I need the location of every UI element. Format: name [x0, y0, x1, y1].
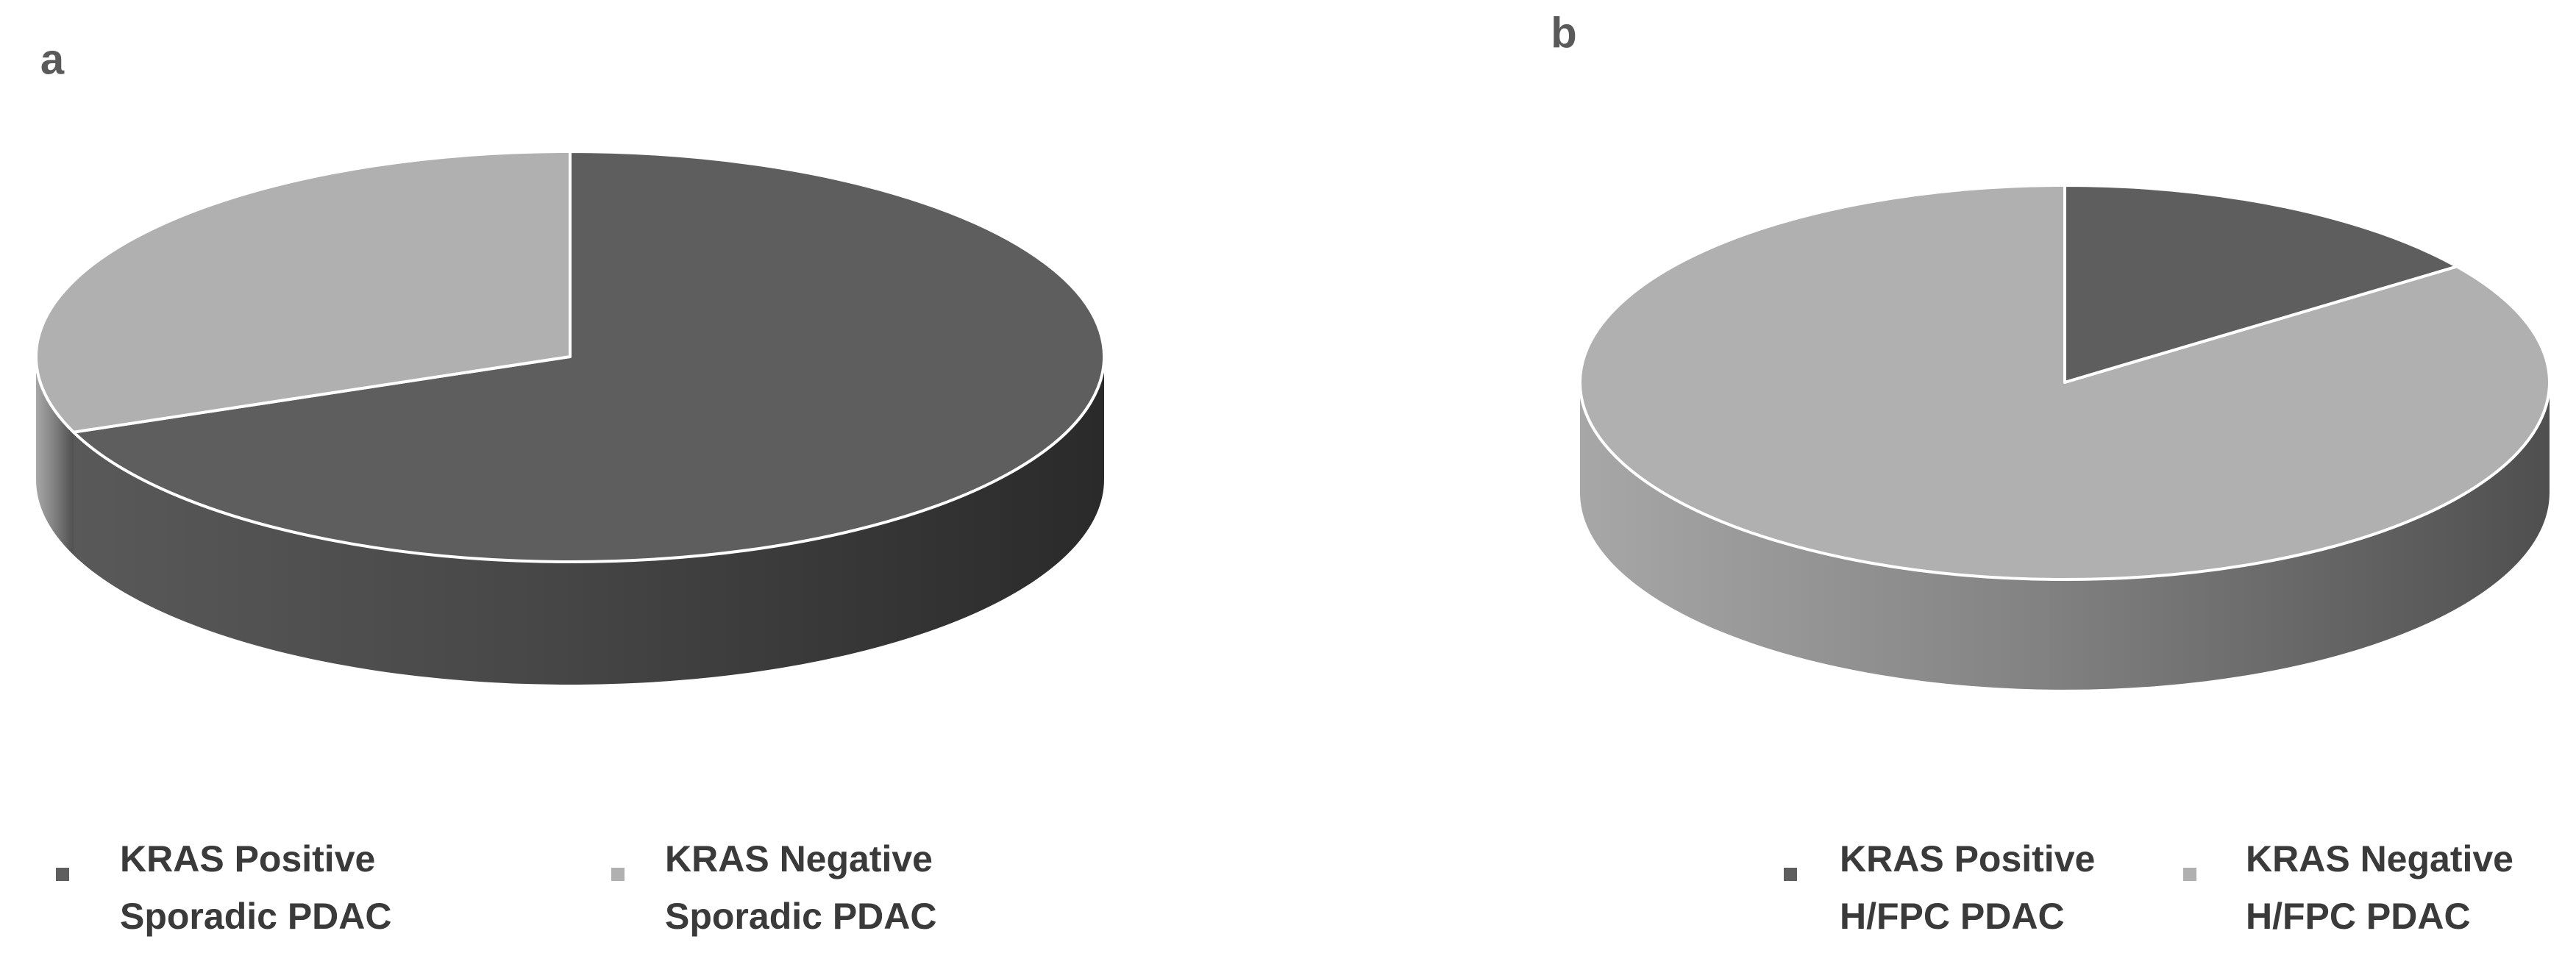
pie-slice — [2063, 184, 2459, 384]
pie-slice — [35, 150, 572, 434]
legend-text: KRAS Positive H/FPC PDAC — [1840, 838, 2095, 937]
pie-slice — [1579, 184, 2551, 581]
pie-slice — [71, 150, 1106, 563]
legend-swatch — [2183, 868, 2196, 881]
pie-side — [35, 357, 74, 555]
panel-label: a — [40, 35, 65, 83]
pie-side — [1580, 382, 2550, 690]
legend-swatch — [1784, 868, 1797, 881]
legend-text: KRAS Negative Sporadic PDAC — [665, 838, 937, 937]
legend-text: KRAS Negative H/FPC PDAC — [2246, 838, 2513, 937]
panel-label: b — [1551, 9, 1576, 57]
legend-text: KRAS Positive Sporadic PDAC — [120, 838, 392, 937]
pie-side — [73, 357, 1105, 685]
legend-swatch — [56, 868, 69, 881]
legend-swatch — [611, 868, 625, 881]
